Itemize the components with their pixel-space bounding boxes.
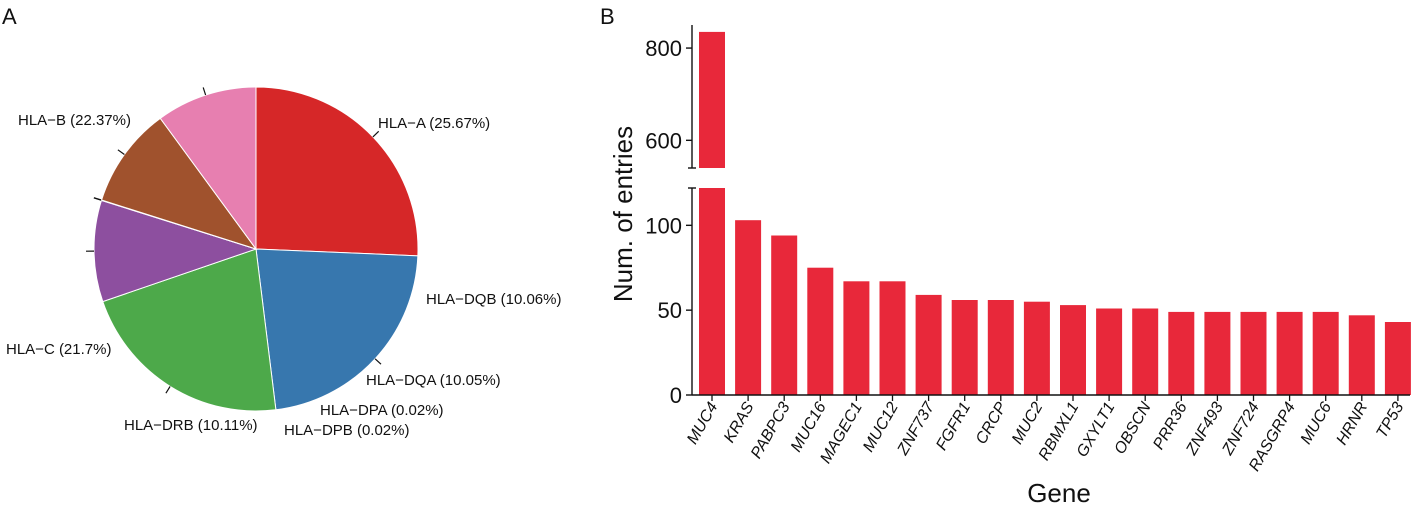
pie-leader-hla-dqa	[117, 149, 125, 155]
bar-fgfr1	[951, 300, 978, 395]
pie-leader-hla-dpa	[93, 197, 102, 201]
bar-chart: 0 50 100 600 800 MUC4 KRASPABPC3MUC16MAGEC1MU…	[608, 25, 1411, 508]
bar-gxylt1	[1096, 308, 1123, 395]
bar-rasgrp4	[1276, 311, 1303, 395]
x-tick-label-fgfr1: FGFR1	[933, 400, 974, 454]
pie-leader-hla-a	[372, 130, 380, 138]
pie-label-hla-c: HLA−C (21.7%)	[6, 341, 111, 358]
bar-znf737	[915, 294, 942, 395]
y-tick-label-800: 800	[645, 36, 682, 61]
bar-muc12	[879, 281, 906, 395]
pie-slice-hla-a	[255, 86, 419, 257]
bar-muc16	[807, 267, 834, 395]
bar-muc2	[1023, 301, 1050, 395]
x-tick-label-tp53: TP53	[1374, 399, 1408, 441]
y-tick-label-600: 600	[645, 128, 682, 153]
pie-label-hla-b: HLA−B (22.37%)	[18, 112, 131, 129]
x-tick-label-muc2: MUC2	[1009, 399, 1046, 447]
bar-pabpc3	[771, 235, 798, 395]
bar-muc4-lower	[699, 188, 725, 395]
pie-slice-hla-dqb	[159, 86, 257, 251]
x-tick-label-kras: KRAS	[721, 399, 758, 446]
pie-slice-hla-dqa	[100, 117, 258, 250]
pie-leader-hla-c	[165, 386, 171, 394]
bar-tp53	[1384, 322, 1411, 395]
pie-chart: HLA−A (25.67%) HLA−B (22.37%) HLA−C (21.7%…	[6, 86, 561, 439]
pie-label-hla-dpa: HLA−DPA (0.02%)	[320, 402, 444, 419]
y-tick-label-50: 50	[658, 298, 682, 323]
panel-a-letter: A	[2, 4, 17, 29]
bar-muc4-upper	[699, 31, 725, 169]
pie-leader-hla-b	[374, 358, 382, 365]
bar-crcp	[987, 300, 1014, 395]
x-tick-label-hrnr: HRNR	[1333, 399, 1371, 448]
y-axis: 0 50 100 600 800	[645, 25, 696, 408]
pie-slice-hla-c	[102, 248, 277, 412]
bar-prr36	[1168, 311, 1195, 395]
y-axis-title: Num. of entries	[608, 126, 638, 302]
x-axis-title: Gene	[1027, 478, 1091, 508]
bar-znf724	[1240, 311, 1267, 395]
pie-label-hla-dqa: HLA−DQA (10.05%)	[366, 372, 501, 389]
bar-marks	[699, 31, 1411, 395]
pie-label-hla-dqb: HLA−DQB (10.06%)	[426, 291, 561, 308]
x-tick-label-prr36: PRR36	[1150, 399, 1191, 452]
x-tick-label-muc6: MUC6	[1298, 399, 1335, 447]
x-tick-label-crcp: CRCP	[973, 399, 1011, 447]
y-tick-label-0: 0	[670, 383, 682, 408]
x-tick-label-muc4: MUC4	[684, 399, 721, 447]
panel-b-letter: B	[600, 4, 615, 29]
pie-leader-hla-dqb	[202, 87, 207, 96]
bar-magec1	[843, 281, 870, 395]
bar-muc6	[1312, 311, 1339, 395]
bar-znf493	[1204, 311, 1231, 395]
pie-label-hla-dpb: HLA−DPB (0.02%)	[284, 422, 409, 439]
y-tick-label-100: 100	[645, 213, 682, 238]
pie-slice-hla-drb	[93, 199, 258, 303]
bar-rbmxl1	[1060, 305, 1086, 395]
pie-label-hla-drb: HLA−DRB (10.11%)	[124, 417, 258, 434]
x-axis: MUC4 KRASPABPC3MUC16MAGEC1MUC12ZNF737FGFR…	[684, 394, 1410, 474]
bar-obscn	[1132, 308, 1159, 395]
bar-kras	[735, 220, 762, 395]
bar-hrnr	[1348, 315, 1375, 395]
pie-label-hla-a: HLA−A (25.67%)	[378, 115, 490, 132]
